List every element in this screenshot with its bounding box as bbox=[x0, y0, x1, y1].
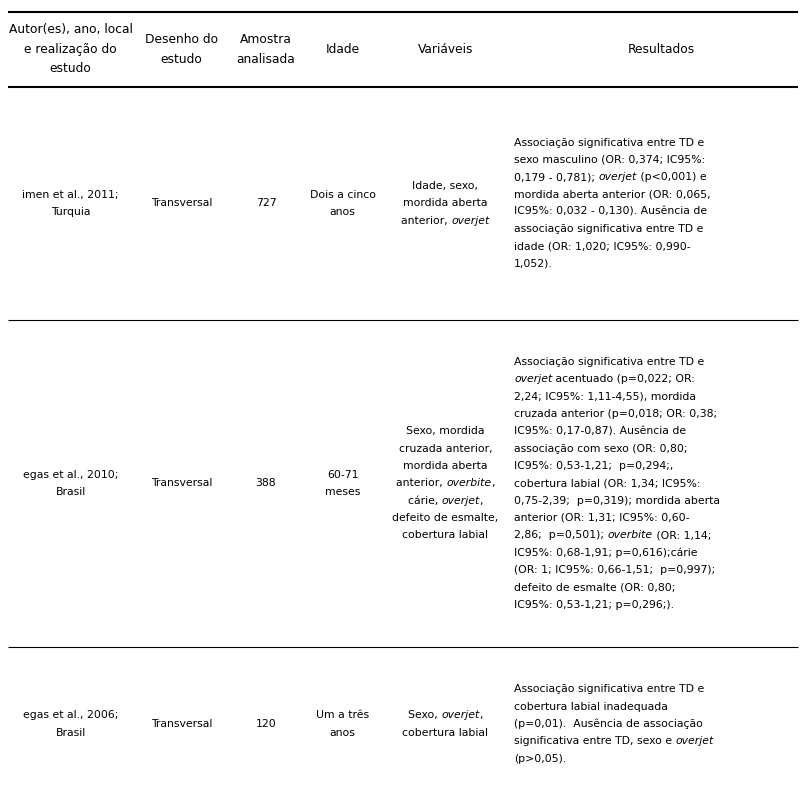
Text: 727: 727 bbox=[256, 198, 276, 208]
Text: anos: anos bbox=[330, 207, 355, 217]
Text: overjet: overjet bbox=[676, 736, 714, 746]
Text: Autor(es), ano, local: Autor(es), ano, local bbox=[9, 23, 132, 36]
Text: mordida aberta: mordida aberta bbox=[403, 461, 488, 471]
Text: egas et al., 2006;: egas et al., 2006; bbox=[23, 710, 118, 720]
Text: cobertura labial: cobertura labial bbox=[402, 727, 488, 738]
Text: sexo masculino (OR: 0,374; IC95%:: sexo masculino (OR: 0,374; IC95%: bbox=[514, 155, 705, 165]
Text: Dois a cinco: Dois a cinco bbox=[310, 189, 376, 200]
Text: (p<0,001) e: (p<0,001) e bbox=[637, 172, 707, 182]
Text: Idade, sexo,: Idade, sexo, bbox=[413, 181, 478, 191]
Text: IC95%: 0,032 - 0,130). Ausência de: IC95%: 0,032 - 0,130). Ausência de bbox=[514, 207, 708, 217]
Text: 2,24; IC95%: 1,11-4,55), mordida: 2,24; IC95%: 1,11-4,55), mordida bbox=[514, 391, 696, 402]
Text: cruzada anterior,: cruzada anterior, bbox=[398, 443, 492, 454]
Text: Turquia: Turquia bbox=[51, 207, 90, 217]
Text: 388: 388 bbox=[256, 478, 276, 488]
Text: significativa entre TD, sexo e: significativa entre TD, sexo e bbox=[514, 736, 676, 746]
Text: IC95%: 0,53-1,21; p=0,296;).: IC95%: 0,53-1,21; p=0,296;). bbox=[514, 600, 675, 610]
Text: cárie,: cárie, bbox=[408, 495, 442, 506]
Text: associação significativa entre TD e: associação significativa entre TD e bbox=[514, 224, 704, 234]
Text: Transversal: Transversal bbox=[151, 478, 212, 488]
Text: anterior (OR: 1,31; IC95%: 0,60-: anterior (OR: 1,31; IC95%: 0,60- bbox=[514, 513, 690, 523]
Text: IC95%: 0,53-1,21;  p=0,294;,: IC95%: 0,53-1,21; p=0,294;, bbox=[514, 461, 674, 471]
Text: ,: , bbox=[480, 495, 483, 506]
Text: estudo: estudo bbox=[50, 62, 91, 76]
Text: mordida aberta anterior (OR: 0,065,: mordida aberta anterior (OR: 0,065, bbox=[514, 189, 711, 200]
Text: Variáveis: Variáveis bbox=[418, 43, 473, 56]
Text: IC95%: 0,68-1,91; p=0,616);cárie: IC95%: 0,68-1,91; p=0,616);cárie bbox=[514, 548, 698, 558]
Text: 0,179 - 0,781);: 0,179 - 0,781); bbox=[514, 172, 599, 182]
Text: overbite: overbite bbox=[608, 530, 653, 540]
Text: overjet: overjet bbox=[599, 172, 637, 182]
Text: 2,86;  p=0,501);: 2,86; p=0,501); bbox=[514, 530, 608, 540]
Text: cruzada anterior (p=0,018; OR: 0,38;: cruzada anterior (p=0,018; OR: 0,38; bbox=[514, 409, 717, 419]
Text: Brasil: Brasil bbox=[56, 727, 85, 738]
Text: Desenho do: Desenho do bbox=[145, 33, 218, 46]
Text: anos: anos bbox=[330, 727, 355, 738]
Text: cobertura labial inadequada: cobertura labial inadequada bbox=[514, 701, 668, 712]
Text: egas et al., 2010;: egas et al., 2010; bbox=[23, 469, 118, 480]
Text: cobertura labial (OR: 1,34; IC95%:: cobertura labial (OR: 1,34; IC95%: bbox=[514, 478, 700, 488]
Text: (OR: 1; IC95%: 0,66-1,51;  p=0,997);: (OR: 1; IC95%: 0,66-1,51; p=0,997); bbox=[514, 565, 716, 575]
Text: overjet: overjet bbox=[441, 710, 480, 720]
Text: anterior,: anterior, bbox=[396, 478, 447, 488]
Text: defeito de esmalte,: defeito de esmalte, bbox=[393, 513, 498, 523]
Text: 120: 120 bbox=[256, 719, 276, 729]
Text: imen et al., 2011;: imen et al., 2011; bbox=[23, 189, 118, 200]
Text: overbite: overbite bbox=[447, 478, 491, 488]
Text: (p>0,05).: (p>0,05). bbox=[514, 753, 567, 764]
Text: overjet: overjet bbox=[442, 495, 480, 506]
Text: idade (OR: 1,020; IC95%: 0,990-: idade (OR: 1,020; IC95%: 0,990- bbox=[514, 241, 691, 252]
Text: estudo: estudo bbox=[160, 53, 202, 65]
Text: analisada: analisada bbox=[237, 53, 295, 65]
Text: e realização do: e realização do bbox=[24, 43, 117, 56]
Text: 1,052).: 1,052). bbox=[514, 259, 553, 269]
Text: cobertura labial: cobertura labial bbox=[402, 530, 488, 540]
Text: defeito de esmalte (OR: 0,80;: defeito de esmalte (OR: 0,80; bbox=[514, 582, 675, 593]
Text: Sexo,: Sexo, bbox=[408, 710, 441, 720]
Text: Associação significativa entre TD e: Associação significativa entre TD e bbox=[514, 684, 704, 694]
Text: Sexo, mordida: Sexo, mordida bbox=[406, 426, 484, 436]
Text: (OR: 1,14;: (OR: 1,14; bbox=[653, 530, 711, 540]
Text: ,: , bbox=[491, 478, 495, 488]
Text: Brasil: Brasil bbox=[56, 487, 85, 497]
Text: 60-71: 60-71 bbox=[326, 469, 359, 480]
Text: associação com sexo (OR: 0,80;: associação com sexo (OR: 0,80; bbox=[514, 443, 688, 454]
Text: mordida aberta: mordida aberta bbox=[403, 198, 488, 208]
Text: Resultados: Resultados bbox=[627, 43, 695, 56]
Text: Associação significativa entre TD e: Associação significativa entre TD e bbox=[514, 357, 704, 367]
Text: Associação significativa entre TD e: Associação significativa entre TD e bbox=[514, 137, 704, 148]
Text: Transversal: Transversal bbox=[151, 198, 212, 208]
Text: Idade: Idade bbox=[326, 43, 359, 56]
Text: Um a três: Um a três bbox=[316, 710, 369, 720]
Text: Amostra: Amostra bbox=[240, 33, 292, 46]
Text: overjet: overjet bbox=[451, 215, 489, 226]
Text: acentuado (p=0,022; OR:: acentuado (p=0,022; OR: bbox=[552, 374, 696, 384]
Text: ,: , bbox=[480, 710, 483, 720]
Text: IC95%: 0,17-0,87). Ausência de: IC95%: 0,17-0,87). Ausência de bbox=[514, 426, 687, 436]
Text: meses: meses bbox=[325, 487, 360, 497]
Text: (p=0,01).  Ausência de associação: (p=0,01). Ausência de associação bbox=[514, 719, 703, 729]
Text: 0,75-2,39;  p=0,319); mordida aberta: 0,75-2,39; p=0,319); mordida aberta bbox=[514, 495, 721, 506]
Text: overjet: overjet bbox=[514, 374, 552, 384]
Text: Transversal: Transversal bbox=[151, 719, 212, 729]
Text: anterior,: anterior, bbox=[401, 215, 451, 226]
